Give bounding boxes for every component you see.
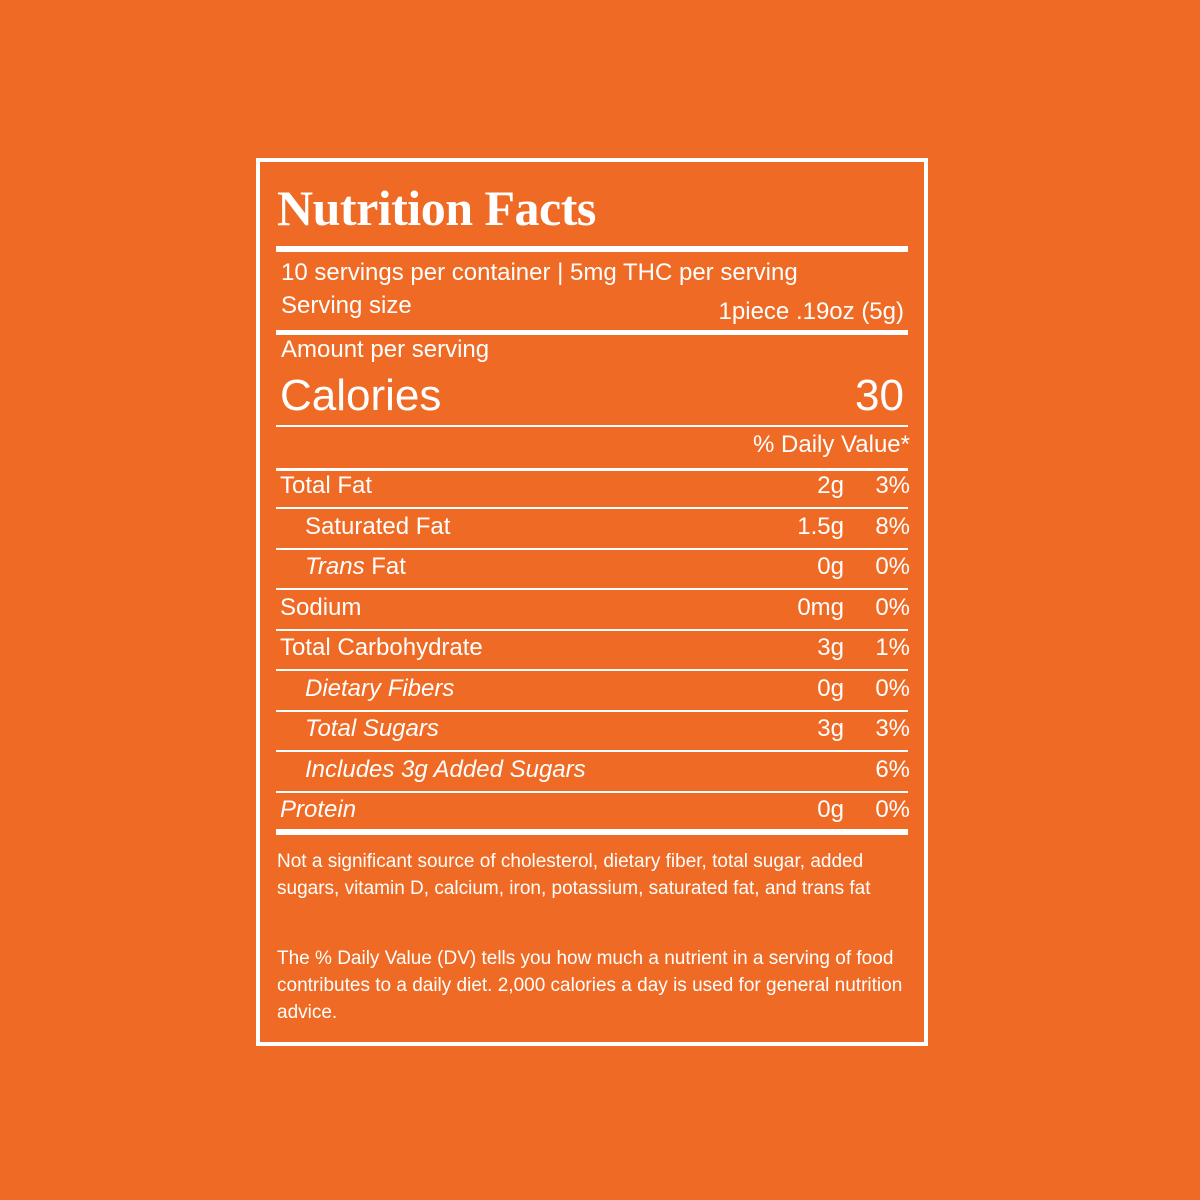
rule	[276, 790, 908, 793]
nutrient-name: Sodium	[280, 593, 362, 621]
rule	[276, 330, 908, 335]
footnote: Not a significant source of cholesterol,…	[277, 851, 871, 899]
nutrient-name: Protein	[280, 798, 356, 822]
calories: 30	[855, 371, 904, 420]
nutrient-amount: 0mg	[797, 593, 844, 621]
nutrient-name-italic: Dietary Fibers	[305, 674, 455, 702]
footnote: The % Daily Value (DV) tells you how muc…	[277, 948, 903, 1023]
title: Nutrition Facts	[277, 180, 596, 236]
amount-per-serving: Amount per serving	[281, 336, 490, 363]
nutrient-dv: 3%	[875, 715, 910, 742]
nutrient-name-italic: Total Sugars	[305, 715, 439, 742]
nutrient-amount: 0g	[817, 674, 844, 702]
rule	[276, 425, 908, 427]
nutrient-name-text: Total Carbohydrate	[280, 634, 483, 661]
nutrient-amount: 0g	[817, 553, 844, 580]
nutrient-name-italic: Trans	[305, 553, 365, 580]
nutrient-dv: 0%	[875, 593, 910, 621]
rule	[276, 709, 908, 712]
nutrient-name-text: Sodium	[280, 593, 362, 621]
rule	[276, 669, 908, 671]
nutrient-amount: 1.5g	[797, 512, 844, 540]
nutrient-name: Saturated Fat	[305, 512, 451, 540]
nutrient-dv: 1%	[875, 634, 910, 661]
nutrient-name-italic: Protein	[280, 796, 357, 823]
rule	[276, 507, 908, 509]
servings: 10 servings per container | 5mg THC per …	[281, 259, 798, 286]
nutrient-name: Dietary Fibers	[305, 674, 455, 702]
nutrient-name: Total Carbohydrate	[280, 636, 483, 660]
calories-label: Calories	[280, 371, 442, 420]
nutrient-name-text: Total Fat	[280, 472, 373, 499]
rule	[276, 468, 908, 471]
nutrient-dv: 0%	[875, 553, 910, 580]
nutrient-name-text: Saturated Fat	[305, 512, 451, 540]
rule	[276, 588, 908, 590]
nutrient-name: Includes 3g Added Sugars	[305, 755, 586, 783]
rule	[276, 628, 908, 631]
dv-header: % Daily Value*	[753, 431, 910, 458]
nutrient-dv: 3%	[875, 472, 910, 499]
rule	[276, 829, 908, 835]
nutrient-amount: 3g	[817, 634, 844, 661]
serving-size: 1piece .19oz (5g)	[718, 298, 904, 325]
nutrient-dv: 0%	[875, 674, 910, 702]
rule	[276, 547, 908, 550]
rule	[276, 750, 908, 752]
label-border	[256, 158, 928, 1046]
nutrient-amount: 2g	[817, 472, 844, 499]
nutrient-dv: 8%	[875, 512, 910, 540]
nutrient-name-italic: Includes 3g Added Sugars	[305, 755, 586, 783]
nutrient-amount: 0g	[817, 796, 844, 823]
nutrient-dv: 6%	[875, 755, 910, 783]
rule	[276, 246, 908, 252]
nutrient-dv: 0%	[875, 796, 910, 823]
nutrient-amount: 3g	[817, 715, 844, 742]
nutrient-name: Total Sugars	[305, 717, 439, 741]
nutrient-name-text: Fat	[371, 553, 406, 580]
nutrient-name: Trans Fat	[305, 555, 406, 579]
nutrient-name: Total Fat	[280, 474, 372, 498]
serving-size-label: Serving size	[281, 292, 412, 319]
